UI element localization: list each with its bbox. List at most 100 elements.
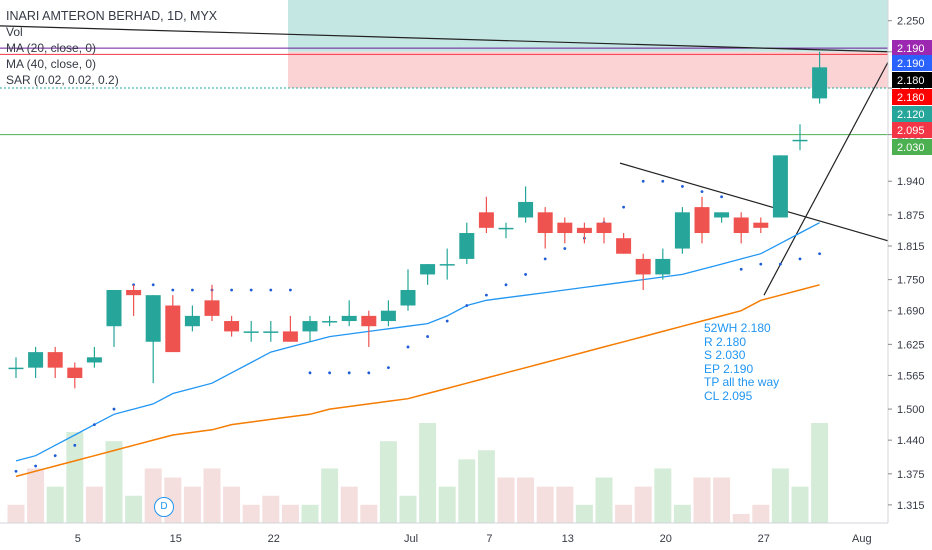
candle-body <box>576 227 592 234</box>
price-label: 2.030 <box>897 142 925 154</box>
volume-bar <box>66 432 84 523</box>
volume-bar <box>811 423 829 523</box>
volume-bar <box>321 468 339 523</box>
y-tick-label: 2.250 <box>897 16 925 28</box>
price-label-box <box>892 139 932 155</box>
legend-ma20[interactable]: MA (20, close, 0) <box>6 41 97 55</box>
candle-body <box>67 367 83 379</box>
volume-bar <box>419 423 437 523</box>
volume-bar <box>125 495 143 523</box>
volume-bar <box>654 468 672 523</box>
price-label: 2.095 <box>897 125 925 137</box>
stop-zone <box>288 51 888 89</box>
dividend-event-marker[interactable]: D <box>154 497 174 517</box>
candle-body <box>106 289 122 327</box>
volume-bar <box>458 459 476 523</box>
ma40-line <box>15 284 820 478</box>
sar-dot <box>34 464 37 468</box>
note-cutloss: CL 2.095 <box>704 388 753 403</box>
y-tick-label: 1.750 <box>897 275 925 287</box>
candle-body <box>459 233 475 259</box>
y-tick-label: 1.315 <box>897 500 925 512</box>
target-zone <box>288 0 888 52</box>
candle-body <box>145 295 161 342</box>
candle-body <box>204 300 220 316</box>
volume-bar <box>693 477 711 523</box>
chart-legend: INARI AMTERON BERHAD, 1D, MYX Vol MA (20… <box>6 8 217 88</box>
volume-bar <box>379 441 397 523</box>
volume-bar <box>223 486 241 523</box>
sar-dot <box>73 443 77 447</box>
legend-sar[interactable]: SAR (0.02, 0.02, 0.2) <box>6 73 119 87</box>
sar-dot <box>367 371 371 375</box>
price-label: 2.180 <box>897 92 925 104</box>
note-resistance: R 2.180 <box>704 334 747 349</box>
candle-body <box>400 289 416 306</box>
sar-dot <box>112 407 116 411</box>
volume-bar <box>183 486 201 523</box>
sar-dot <box>543 257 547 261</box>
candle-body <box>753 222 769 228</box>
volume-bar <box>7 504 25 523</box>
sar-dot <box>171 288 175 292</box>
candle-body <box>243 331 259 333</box>
sar-dot <box>93 423 96 427</box>
volume-bar <box>262 495 280 523</box>
long-trendline <box>0 25 889 53</box>
sar-dot <box>445 319 449 323</box>
volume-bar <box>713 477 731 523</box>
ma20-line <box>15 222 820 462</box>
volume-bar <box>360 504 378 523</box>
sar-dot <box>426 335 429 338</box>
sar-dot <box>230 288 234 292</box>
volume-bar <box>85 486 103 523</box>
legend-ma40[interactable]: MA (40, close, 0) <box>6 57 97 71</box>
y-tick-label: 1.625 <box>897 339 925 351</box>
x-tick-label: 20 <box>660 533 672 545</box>
y-tick-label: 1.690 <box>897 306 925 318</box>
x-tick-label: 27 <box>758 533 770 545</box>
sar-dot <box>504 283 508 287</box>
volume-bar <box>732 513 750 523</box>
sar-dot <box>328 371 331 375</box>
sar-dot <box>485 293 488 297</box>
volume-bar <box>595 477 613 523</box>
sar-dot <box>700 190 704 193</box>
volume-bar <box>791 486 809 523</box>
candle-body <box>439 264 455 266</box>
candle-body <box>341 315 357 322</box>
candle-body <box>616 238 632 254</box>
candle-body <box>361 315 377 327</box>
sar-dot <box>779 262 782 266</box>
candle-body <box>635 258 651 275</box>
x-tick-label: Aug <box>852 533 872 545</box>
legend-volume[interactable]: Vol <box>6 25 23 39</box>
candle-body <box>812 67 828 99</box>
ascending-trendline <box>763 61 889 296</box>
note-52wh: 52WH 2.180 <box>704 321 771 335</box>
candle-body <box>165 305 181 353</box>
sar-dot <box>681 185 684 188</box>
candle-body <box>733 217 749 234</box>
candle-body <box>478 212 494 228</box>
x-tick-label: Jul <box>404 533 418 545</box>
price-label: 2.190 <box>897 58 925 70</box>
y-tick-label: 1.875 <box>897 210 925 222</box>
volume-bar <box>497 477 515 523</box>
volume-bar <box>438 486 456 523</box>
volume-bar <box>281 504 299 523</box>
x-tick-label: 22 <box>268 533 280 545</box>
candle-body <box>498 227 514 230</box>
candle-body <box>714 212 730 218</box>
sar-dot <box>289 288 292 292</box>
sar-dot <box>387 366 390 370</box>
sar-dot <box>622 205 625 209</box>
candle-body <box>302 321 318 332</box>
price-label-box <box>892 72 932 88</box>
volume-bar <box>634 486 652 523</box>
sar-dot <box>720 195 723 199</box>
candle-body <box>126 289 142 296</box>
candle-body <box>282 331 298 342</box>
